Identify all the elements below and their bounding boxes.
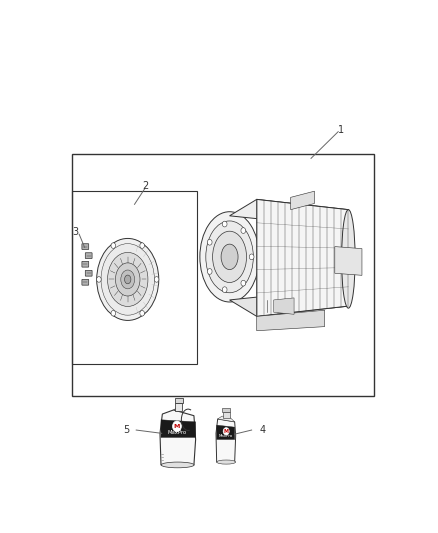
Text: 5: 5 [123, 425, 129, 435]
Polygon shape [291, 191, 314, 209]
Polygon shape [175, 399, 183, 403]
Polygon shape [223, 412, 230, 418]
FancyBboxPatch shape [85, 270, 92, 276]
Bar [72, 191, 197, 364]
Ellipse shape [116, 263, 140, 296]
Polygon shape [217, 425, 235, 440]
Text: M: M [174, 424, 180, 429]
Circle shape [154, 277, 159, 282]
Polygon shape [257, 310, 325, 330]
Text: M: M [224, 429, 229, 434]
Polygon shape [230, 199, 348, 226]
Circle shape [207, 269, 212, 274]
Circle shape [140, 310, 145, 316]
Circle shape [96, 277, 101, 282]
Polygon shape [175, 403, 182, 411]
Circle shape [241, 280, 246, 286]
Polygon shape [173, 407, 182, 411]
Text: 3: 3 [73, 227, 79, 237]
Ellipse shape [212, 231, 247, 282]
Circle shape [173, 421, 181, 432]
Ellipse shape [124, 275, 131, 284]
Text: MaxPro: MaxPro [167, 431, 187, 435]
FancyBboxPatch shape [82, 244, 88, 249]
Circle shape [222, 287, 227, 293]
Polygon shape [216, 419, 236, 462]
Circle shape [140, 243, 145, 248]
Circle shape [241, 228, 246, 233]
Ellipse shape [97, 238, 159, 320]
Ellipse shape [221, 244, 238, 270]
FancyBboxPatch shape [82, 279, 88, 285]
Ellipse shape [200, 212, 259, 302]
Polygon shape [161, 420, 196, 438]
Polygon shape [230, 290, 348, 317]
Circle shape [111, 243, 116, 248]
Ellipse shape [101, 244, 155, 315]
Ellipse shape [161, 462, 194, 468]
FancyBboxPatch shape [85, 253, 92, 259]
Text: MaxPro: MaxPro [219, 434, 233, 438]
Circle shape [222, 221, 227, 227]
Text: 4: 4 [259, 425, 265, 435]
Ellipse shape [108, 253, 148, 306]
Ellipse shape [206, 221, 253, 293]
Ellipse shape [342, 209, 355, 308]
Polygon shape [274, 298, 294, 314]
Polygon shape [335, 247, 362, 276]
Polygon shape [223, 408, 230, 412]
Polygon shape [257, 199, 348, 317]
Circle shape [207, 239, 212, 245]
Bar [72, 154, 374, 397]
Polygon shape [160, 410, 196, 465]
FancyBboxPatch shape [82, 261, 88, 267]
Text: 1: 1 [338, 125, 344, 135]
Circle shape [223, 427, 229, 435]
Ellipse shape [121, 270, 134, 289]
Ellipse shape [217, 460, 236, 464]
Circle shape [111, 310, 116, 316]
Text: 2: 2 [143, 181, 149, 191]
Circle shape [249, 254, 254, 260]
Polygon shape [218, 416, 235, 422]
